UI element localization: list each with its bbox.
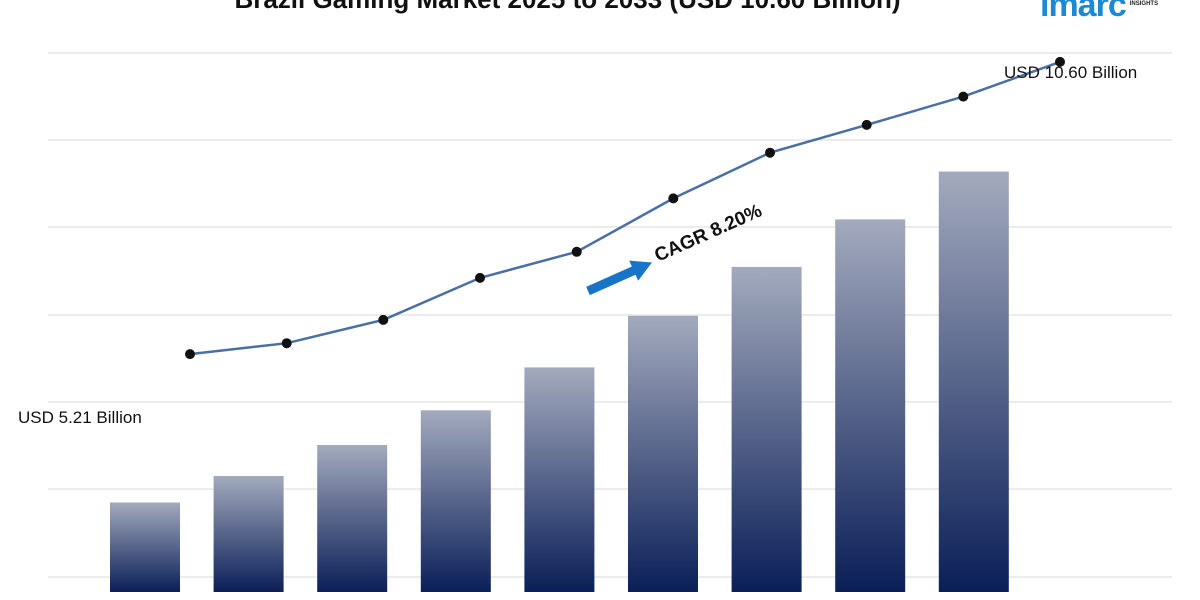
trend-point bbox=[861, 119, 872, 130]
trend-point bbox=[571, 246, 582, 257]
trend-point bbox=[765, 147, 775, 158]
bar-2027 bbox=[317, 445, 388, 592]
trend-point bbox=[475, 272, 485, 283]
bar-2032 bbox=[835, 219, 906, 592]
logo-wordmark: imarc bbox=[1040, 0, 1127, 24]
bar-2025 bbox=[110, 502, 180, 592]
trend-line bbox=[185, 56, 1065, 360]
cagr-arrow bbox=[586, 260, 652, 296]
trend-polyline bbox=[189, 60, 1061, 356]
trend-point bbox=[185, 349, 195, 360]
arrow-icon bbox=[586, 260, 652, 296]
trend-point bbox=[378, 314, 389, 325]
trend-point bbox=[281, 338, 292, 349]
start-value-label: USD 5.21 Billion bbox=[18, 408, 142, 427]
imarc-logo: imarc Impactful Insights bbox=[1040, 0, 1200, 24]
bar-2031 bbox=[731, 266, 802, 592]
bar-2026 bbox=[213, 476, 284, 592]
trend-point bbox=[958, 91, 969, 102]
bar-2033 bbox=[938, 171, 1009, 592]
bar-2030 bbox=[628, 315, 698, 592]
chart-title: Brazil Gaming Market 2025 to 2033 (USD 1… bbox=[0, 0, 1135, 15]
logo-tagline: Impactful Insights bbox=[1129, 1, 1159, 7]
trend-point bbox=[1055, 56, 1065, 67]
end-value-label: USD 10.60 Billion bbox=[1004, 63, 1137, 82]
bars bbox=[110, 171, 1009, 592]
trend-point bbox=[668, 193, 679, 204]
bar-2029 bbox=[524, 367, 595, 592]
bar-2028 bbox=[420, 410, 491, 592]
cagr-label: CAGR 8.20% bbox=[651, 201, 765, 267]
